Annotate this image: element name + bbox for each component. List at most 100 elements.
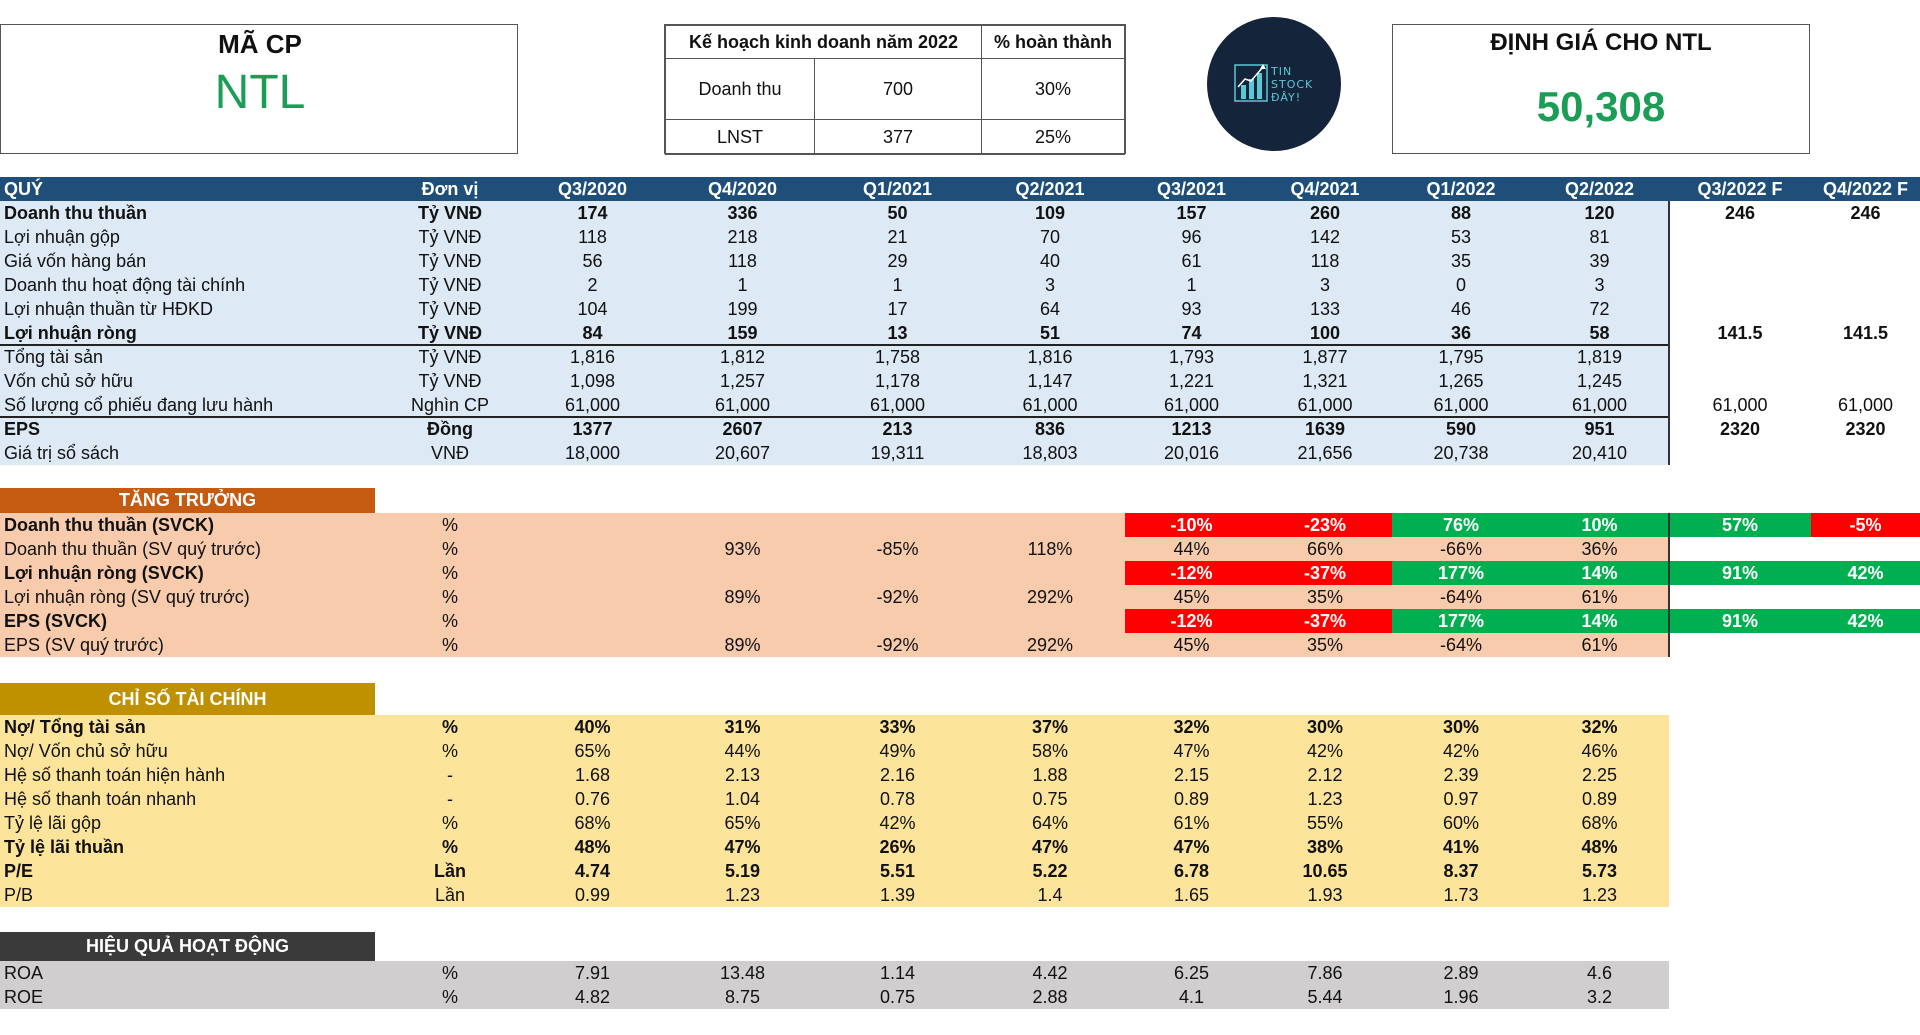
row-label: Nợ/ Vốn chủ sở hữu [4,741,168,761]
value-cell: 84 [582,323,603,343]
value-cell: 118 [1310,251,1340,271]
ratios-section-title: CHỈ SỐ TÀI CHÍNH [0,683,375,715]
tin-stock-day-logo: TIN STOCK ĐÂY! [1207,17,1341,151]
plan-header: Kế hoạch kinh doanh năm 2022 [665,25,982,59]
value-cell: 64 [1039,299,1061,319]
value-cell: 118 [728,251,757,271]
value-cell: 56 [582,251,603,271]
row-unit: % [441,587,458,607]
value-cell: 6.25 [1173,963,1210,983]
value-cell: 1,877 [1302,347,1348,367]
row-unit: Tỷ VNĐ [417,203,482,223]
value-cell [665,513,820,537]
value-cell: 51 [1039,323,1061,343]
row-background [0,201,1669,225]
value-cell: 120 [1584,203,1615,223]
value-cell: 109 [1034,203,1066,223]
value-cell: 0.78 [879,789,916,809]
row-label: Tổng tài sản [4,347,104,367]
value-cell: 46% [1581,741,1618,761]
row-unit: Lần [433,861,466,881]
row-background [0,739,1669,763]
logo-line1: TIN [1270,65,1292,78]
column-header: Q1/2021 [862,179,933,199]
value-cell: 1.14 [879,963,916,983]
value-cell: -37% [1258,561,1392,585]
value-cell: 2.13 [724,765,761,785]
table-row: Lợi nhuận ròng (SVCK)% -12% -37% 177% 14% 91%… [0,561,1920,585]
value-cell: 44% [1173,539,1210,559]
value-cell: -92% [876,587,919,607]
value-cell: 39 [1589,251,1610,271]
value-cell: 61,000 [869,395,926,415]
value-cell: -66% [1439,539,1483,559]
value-cell: 1639 [1304,419,1346,439]
value-cell: 40 [1039,251,1061,271]
value-cell [665,609,820,633]
table-row: Hệ số thanh toán nhanh - 0.76 1.04 0.78 0.75 0… [0,787,1920,811]
row-background [0,273,1669,297]
value-cell: -12% [1125,609,1258,633]
value-cell: 88 [1450,203,1472,223]
row-unit: Lần [434,885,466,905]
table-row: Tỷ lệ lãi gộp% 68% 65% 42% 64% 61% 55% 60% 68% [0,811,1920,835]
value-cell [1669,273,1811,297]
row-background [0,763,1669,787]
value-cell: 31% [724,717,761,737]
value-cell: 35 [1450,251,1472,271]
table-row: Doanh thu thuần (SVCK)% -10% -23% 76% 10% 57%… [0,513,1920,537]
value-cell: 61% [1581,587,1618,607]
row-unit: - [447,789,453,809]
value-cell: 66% [1306,539,1344,559]
table-row: Lợi nhuận gộp Tỷ VNĐ 118 218 21 70 96 142 53 81 [0,225,1920,249]
value-cell: 0.75 [1032,789,1068,809]
row-label: Doanh thu thuần (SVCK) [4,515,214,535]
value-cell: 1.23 [1581,885,1618,905]
plan-row-label: LNST [665,119,815,155]
value-cell: 47% [724,837,761,857]
value-cell: 18,000 [564,443,621,463]
row-background [0,883,1669,907]
value-cell: 35% [1306,587,1344,607]
value-cell: 33% [879,717,916,737]
value-cell: 8.75 [724,987,761,1007]
value-cell [975,609,1125,633]
value-cell: 61,000 [1571,395,1628,415]
value-cell: 2607 [722,419,763,439]
value-cell: 1,812 [719,347,766,367]
value-cell: 55% [1306,813,1344,833]
row-label: Hệ số thanh toán nhanh [4,789,197,809]
value-cell: 61,000 [1297,395,1353,415]
value-cell [1811,585,1920,609]
value-cell: -85% [876,539,919,559]
value-cell: 1.88 [1032,765,1068,785]
value-cell: 0 [1455,275,1466,295]
table-row: P/E Lần 4.74 5.19 5.51 5.22 6.78 10.65 8.37 5.73 [0,859,1920,883]
row-background [0,835,1669,859]
value-cell: 13 [887,323,908,343]
value-cell [1669,345,1811,369]
value-cell: 1,758 [874,347,921,367]
row-unit: % [441,611,458,631]
value-cell: 246 [1724,203,1756,223]
value-cell: 2.15 [1173,765,1210,785]
value-cell [1811,225,1920,249]
row-label: Doanh thu thuần (SV quý trước) [4,539,261,559]
value-cell: 19,311 [870,443,925,463]
plan-row-label: Doanh thu [665,58,815,120]
value-cell: 2 [587,275,598,295]
row-label: Lợi nhuận ròng (SV quý trước) [4,587,250,607]
row-label: Lợi nhuận ròng [4,323,137,343]
row-background [0,417,1669,441]
value-cell: 13.48 [719,963,766,983]
business-plan-table: Kế hoạch kinh doanh năm 2022 % hoàn thàn… [664,24,1126,155]
value-cell: -10% [1125,513,1258,537]
value-cell: 61 [1181,251,1202,271]
value-cell: 246 [1850,203,1881,223]
value-cell: 100 [1309,323,1341,343]
row-label: EPS (SVCK) [4,611,108,631]
table-row: Doanh thu hoạt động tài chính Tỷ VNĐ 2 1 1 3 1… [0,273,1920,297]
value-cell: 45% [1173,635,1210,655]
value-cell: 50 [887,203,908,223]
value-cell: 1 [737,275,748,295]
